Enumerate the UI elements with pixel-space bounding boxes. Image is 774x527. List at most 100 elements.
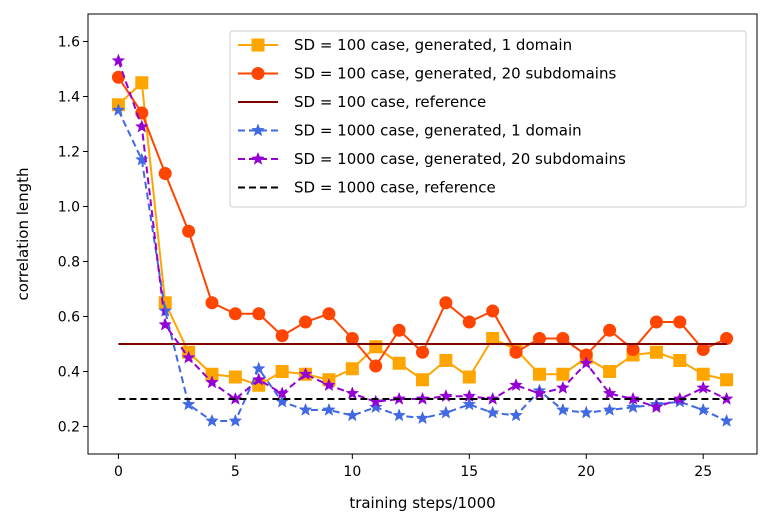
legend-label: SD = 1000 case, generated, 20 subdomains [294,150,626,168]
legend-label: SD = 1000 case, reference [294,179,496,197]
data-point [486,304,500,318]
legend-marker [251,38,265,52]
x-tick-label: 10 [343,464,361,480]
ticks-layer: 0 5 10 15 20 25 0.2 0.4 0.6 0.8 1.0 1.2 1.4 1.6 [58,35,712,481]
data-point [649,400,664,414]
y-tick-label: 0.2 [58,420,80,436]
data-point [158,303,173,317]
legend-entry: SD = 100 case, generated, 1 domain [238,36,572,54]
legend-marker [251,67,265,80]
legend-entry: SD = 1000 case, generated, 1 domain [238,122,582,140]
y-tick-label: 0.6 [58,310,80,326]
data-point [462,315,476,329]
data-point [322,402,336,416]
data-point [392,323,406,337]
data-point [720,332,734,345]
data-point [556,367,570,381]
data-point [603,365,617,378]
y-tick-label: 1.4 [58,90,80,106]
legend-marker [251,123,265,137]
data-point [696,367,710,381]
data-point [158,167,172,180]
series-1 [111,76,734,392]
data-point [275,329,289,343]
legend-box [229,30,747,208]
data-point [556,332,570,345]
y-tick-label: 0.4 [58,365,80,381]
data-point [462,389,477,403]
data-point [205,413,219,427]
legend-entry: SD = 100 case, generated, 20 subdomains [238,65,616,83]
y-tick-label: 1.2 [58,145,80,161]
x-axis-label: training steps/1000 [349,494,495,512]
data-point [228,413,243,427]
data-point [416,373,429,387]
legend-label: SD = 1000 case, generated, 1 domain [294,122,582,140]
data-point [251,361,266,375]
data-point [626,343,640,356]
data-point [696,402,711,416]
data-point [602,402,617,416]
data-point [462,370,476,384]
y-tick-label: 1.0 [58,200,80,216]
data-point [555,380,570,394]
legend-entry: SD = 100 case, reference [238,93,486,111]
data-point [368,394,383,408]
legend-entry: SD = 1000 case, generated, 20 subdomains [238,150,626,168]
data-point [345,386,360,400]
legend-entry: SD = 1000 case, reference [238,179,496,197]
data-point [392,356,406,370]
data-point [649,315,663,329]
data-point [416,345,429,359]
y-axis-label: correlation length [14,167,32,300]
data-point [626,391,640,405]
x-tick-label: 15 [460,464,478,480]
data-point [158,317,173,331]
data-point [439,389,453,403]
data-point [720,373,734,387]
data-point [509,378,523,392]
data-point [228,307,242,321]
data-point [228,370,242,384]
x-tick-label: 25 [694,464,712,480]
data-point [369,340,383,354]
data-point [439,354,453,367]
data-point [696,343,710,356]
data-point [275,394,290,408]
data-point [696,380,711,394]
data-point [345,408,360,422]
data-point [415,411,430,425]
x-tick-label: 5 [231,464,240,480]
data-point [345,332,359,345]
data-point [252,307,266,321]
data-point [205,296,219,310]
data-point [392,408,406,422]
data-point [322,307,336,321]
data-point [368,400,383,414]
data-point [673,354,687,367]
data-point [649,345,663,359]
data-point [673,315,687,329]
legend-label: SD = 100 case, generated, 20 subdomains [294,65,616,83]
data-point [298,402,313,416]
data-point [602,386,617,400]
y-tick-label: 0.8 [58,255,80,271]
data-point [205,375,219,389]
data-point [251,372,266,386]
data-point [532,332,546,345]
data-point [345,362,359,376]
data-point [532,386,547,400]
data-point [485,405,500,419]
data-point [111,53,126,67]
data-point [626,400,640,414]
axes-frame [87,13,758,455]
legend: SD = 100 case, generated, 1 domain SD = 1… [229,30,747,208]
data-point [439,296,453,310]
data-point [298,367,313,381]
series-line [117,60,728,409]
data-point [579,405,594,419]
data-point [275,365,289,378]
data-point [439,405,453,419]
data-point [555,402,570,416]
